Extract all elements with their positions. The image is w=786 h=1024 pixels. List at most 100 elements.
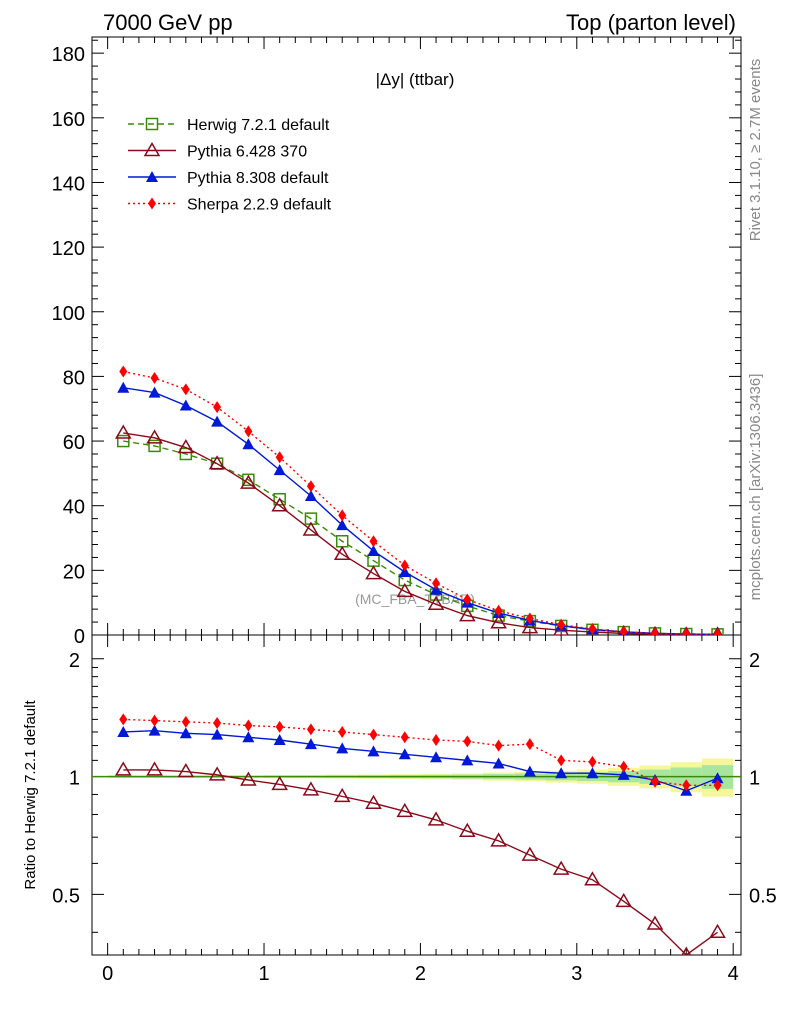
x-tick-label: 3 <box>571 963 582 985</box>
ratio-data-point <box>555 767 568 779</box>
header-left: 7000 GeV pp <box>103 10 233 35</box>
main-y-tick-label: 160 <box>52 109 85 131</box>
main-data-point <box>367 544 380 556</box>
main-data-point <box>521 619 539 634</box>
main-data-point <box>148 439 161 453</box>
ratio-data-point <box>713 779 722 792</box>
main-y-tick-label: 20 <box>63 561 85 583</box>
ratio-data-point <box>119 713 128 726</box>
legend-label: Pythia 6.428 370 <box>187 144 307 161</box>
main-data-point <box>208 455 226 470</box>
ratio-data-point <box>150 714 159 727</box>
main-data-point <box>179 399 192 411</box>
ratio-series-1 <box>117 724 724 796</box>
ratio-series-2 <box>119 713 722 792</box>
main-data-point <box>588 622 597 635</box>
legend-label: Herwig 7.2.1 default <box>187 117 330 134</box>
main-y-tick-label: 180 <box>52 44 85 66</box>
legend-item: Herwig 7.2.1 default <box>128 117 330 134</box>
ratio-data-point <box>682 779 691 792</box>
ratio-data-point <box>492 757 505 769</box>
ratio-data-point <box>365 794 382 809</box>
main-y-tick-label: 40 <box>63 497 85 519</box>
ratio-data-point <box>400 731 409 744</box>
ratio-data-point <box>681 946 692 955</box>
main-data-point <box>494 604 503 617</box>
main-data-point <box>273 464 286 476</box>
ratio-data-point <box>396 802 414 818</box>
ratio-data-point <box>181 715 190 728</box>
ratio-data-point <box>588 755 597 768</box>
main-data-point <box>275 451 284 464</box>
ratio-data-point <box>525 738 534 751</box>
legend-marker <box>143 142 161 157</box>
main-y-tick-label: 120 <box>52 238 85 260</box>
ratio-data-point <box>427 811 445 826</box>
x-tick-label: 1 <box>258 963 269 985</box>
legend-item: Sherpa 2.2.9 default <box>128 197 332 214</box>
main-data-point <box>146 429 163 444</box>
x-tick-label: 4 <box>728 963 739 985</box>
analysis-watermark: (MC_FBA_TTBAR) <box>355 591 475 607</box>
ratio-data-point <box>646 915 664 930</box>
main-data-point <box>336 519 349 531</box>
main-data-point <box>338 509 347 522</box>
ratio-data-point <box>146 761 163 776</box>
ratio-data-point <box>179 727 192 739</box>
ratio-data-point <box>177 763 195 778</box>
ratio-data-point <box>584 871 601 886</box>
x-tick-label: 2 <box>415 963 426 985</box>
main-data-point <box>369 535 378 548</box>
ratio-data-point <box>459 822 476 837</box>
legend: Herwig 7.2.1 default Pythia 6.428 370 Pyth… <box>128 117 332 214</box>
main-data-point <box>333 545 351 560</box>
main-series <box>114 365 724 635</box>
ratio-data-point <box>304 738 317 750</box>
ratio-data-point <box>208 766 226 781</box>
ratio-data-point <box>552 860 570 875</box>
main-data-point <box>213 401 222 414</box>
main-data-point <box>117 381 130 393</box>
rivet-version-label: Rivet 3.1.10, ≥ 2.7M events <box>747 59 764 242</box>
main-data-point <box>396 582 414 598</box>
main-y-tick-label: 100 <box>52 303 85 325</box>
ratio-data-point <box>333 787 351 803</box>
main-data-point <box>117 434 130 448</box>
ratio-data-point <box>302 781 320 796</box>
ratio-data-point <box>711 772 724 784</box>
main-data-point <box>240 474 257 489</box>
main-data-point <box>619 625 628 635</box>
main-data-point <box>181 383 190 396</box>
legend-item: Pythia 8.308 default <box>128 170 329 187</box>
ratio-data-point <box>430 751 443 763</box>
main-series-1 <box>114 424 723 635</box>
main-data-point <box>211 415 224 427</box>
main-data-point <box>713 628 722 635</box>
main-data-point <box>179 447 193 461</box>
main-data-point <box>302 521 320 536</box>
main-data-point <box>244 425 253 438</box>
main-y-tick-label: 80 <box>63 367 85 389</box>
ratio-y-tick-label-right: 2 <box>749 650 760 672</box>
header-right: Top (parton level) <box>566 10 736 35</box>
ratio-data-point <box>273 734 286 746</box>
main-data-point <box>148 386 161 398</box>
main-y-tick-label: 140 <box>52 173 85 195</box>
main-data-point <box>271 497 288 512</box>
main-data-point <box>459 607 476 622</box>
ratio-data-point <box>275 720 284 733</box>
main-data-point <box>463 593 472 606</box>
ratio-y-tick-label-left: 2 <box>69 650 80 672</box>
ratio-y-tick-label-left: 0.5 <box>52 885 80 907</box>
ratio-series-0 <box>114 761 726 955</box>
legend-marker <box>148 197 156 210</box>
main-title: |Δy| (ttbar) <box>376 70 455 89</box>
ratio-data-point <box>521 846 539 861</box>
main-data-point <box>400 559 409 572</box>
ratio-data-point <box>523 765 536 777</box>
ratio-panel-frame <box>91 634 742 956</box>
legend-label: Pythia 8.308 default <box>187 170 329 187</box>
ratio-data-point <box>557 754 566 767</box>
ratio-y-tick-label-left: 1 <box>69 768 80 790</box>
main-data-point <box>119 365 128 378</box>
